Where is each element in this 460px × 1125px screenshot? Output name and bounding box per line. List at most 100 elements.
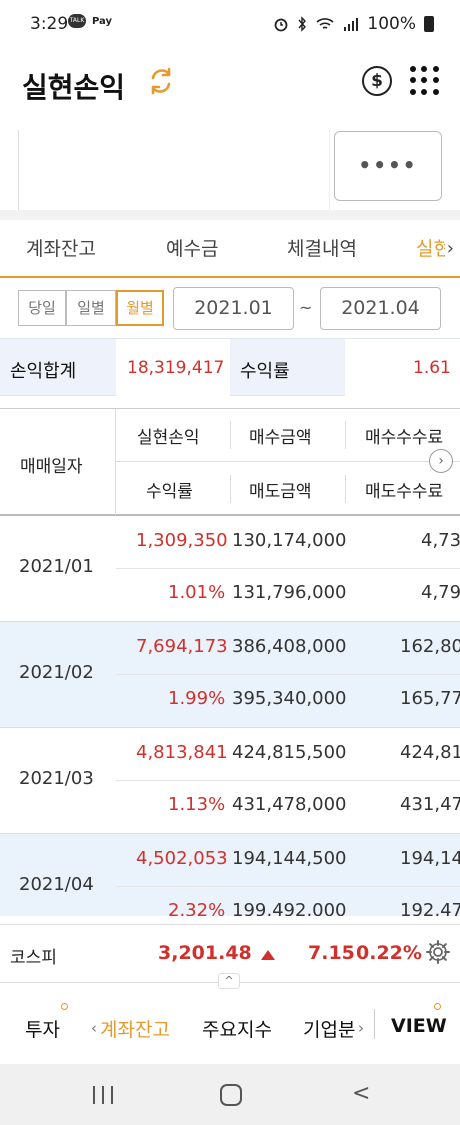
row-buy-amount: 130,174,000 <box>232 530 347 551</box>
tab-deposit[interactable]: 예수금 <box>166 238 219 260</box>
row-sell-fee: 192,47 <box>400 900 460 916</box>
kakaotalk-icon: TALK <box>68 14 86 28</box>
menu-dot-icon <box>434 1003 441 1010</box>
back-icon[interactable]: < <box>352 1081 371 1106</box>
bluetooth-icon <box>298 16 307 32</box>
segment-monthly[interactable]: 월별 <box>116 290 164 326</box>
header-buy-amount: 매수금액 <box>249 428 312 448</box>
row-date: 2021/01 <box>19 556 94 577</box>
up-arrow-icon <box>261 950 275 960</box>
row-buy-amount: 424,815,500 <box>232 742 347 763</box>
period-filter: 당일 일별 월별 2021.01 ~ 2021.04 <box>0 280 460 338</box>
refresh-icon[interactable] <box>146 66 176 96</box>
row-sell-amount: 395,340,000 <box>232 688 347 709</box>
menu-account-balance[interactable]: 계좌잔고 <box>100 1019 170 1041</box>
row-buy-amount: 386,408,000 <box>232 636 347 657</box>
table-row[interactable]: 2021/04 4,502,053 194,144,500 194,14 2.3… <box>0 834 460 916</box>
battery-icon <box>424 16 434 32</box>
table-row[interactable]: 2021/02 7,694,173 386,408,000 162,80 1.9… <box>0 622 460 728</box>
password-field[interactable]: •••• <box>334 131 442 201</box>
menu-invest[interactable]: 투자 <box>25 1019 60 1041</box>
row-sell-amount: 199,492,000 <box>232 900 347 916</box>
scroll-right-icon[interactable]: › <box>429 449 453 473</box>
header-buy-fee: 매수수수료 <box>365 428 444 448</box>
row-return-rate: 1.99% <box>168 688 226 709</box>
gear-icon[interactable] <box>425 939 451 965</box>
row-buy-amount: 194,144,500 <box>232 848 347 869</box>
row-buy-fee: 194,14 <box>400 848 460 869</box>
battery-percent: 100% <box>367 14 416 34</box>
table-row[interactable]: 2021/03 4,813,841 424,815,500 424,81 1.1… <box>0 728 460 834</box>
header-sell-fee: 매도수수료 <box>365 482 444 502</box>
index-change-pct: 0.22% <box>356 942 422 964</box>
wifi-icon <box>316 18 334 29</box>
summary-value-cell <box>345 339 460 397</box>
status-system-icons: 100% <box>273 14 434 34</box>
pl-total-value: 18,319,417 <box>127 358 225 378</box>
row-sell-fee: 431,47 <box>400 794 460 815</box>
date-range-separator: ~ <box>299 298 313 317</box>
chevron-right-icon[interactable]: › <box>444 238 454 259</box>
table-body: 2021/01 1,309,350 130,174,000 4,73 1.01%… <box>0 516 460 916</box>
status-time: 3:29 <box>30 14 69 34</box>
chevron-up-icon[interactable]: ^ <box>218 973 240 989</box>
row-return-rate: 2.32% <box>168 900 226 916</box>
tab-bar: 계좌잔고 예수금 체결내역 실현 › <box>0 220 460 278</box>
date-from-input[interactable]: 2021.01 <box>173 287 294 330</box>
row-sell-fee: 165,77 <box>400 688 460 709</box>
row-realized-pl: 7,694,173 <box>136 636 228 657</box>
app-header: 실현손익 $ <box>0 50 460 120</box>
system-nav-bar: < <box>0 1064 460 1125</box>
index-ticker[interactable]: 코스피 3,201.48 7.15 0.22% <box>0 924 460 982</box>
pl-total-label: 손익합계 <box>10 361 77 382</box>
row-return-rate: 1.13% <box>168 794 226 815</box>
tab-realized-pl[interactable]: 실현 <box>416 238 451 260</box>
tab-account-balance[interactable]: 계좌잔고 <box>26 238 96 260</box>
date-to-input[interactable]: 2021.04 <box>320 287 441 330</box>
chevron-right-icon[interactable]: › <box>358 1019 364 1037</box>
menu-view[interactable]: VIEW <box>391 1015 447 1037</box>
recent-apps-icon[interactable] <box>93 1086 113 1104</box>
tab-execution-history[interactable]: 체결내역 <box>287 238 357 260</box>
status-bar: 3:29 TALK Pay 100% <box>0 0 460 50</box>
index-value: 3,201.48 <box>158 942 252 964</box>
segment-today[interactable]: 당일 <box>18 290 66 326</box>
row-date: 2021/03 <box>19 768 94 789</box>
return-rate-label: 수익률 <box>240 361 290 382</box>
row-buy-fee: 4,73 <box>421 530 460 551</box>
header-return-rate: 수익률 <box>146 482 193 502</box>
index-name: 코스피 <box>10 948 57 968</box>
alarm-icon <box>274 18 288 32</box>
menu-dot-icon <box>61 1003 68 1010</box>
currency-dollar-icon[interactable]: $ <box>362 66 392 96</box>
bottom-menu: ^ 투자 ‹ 계좌잔고 주요지수 기업분 › VIEW <box>0 973 460 1064</box>
chevron-left-icon[interactable]: ‹ <box>91 1019 97 1037</box>
menu-divider <box>374 1009 375 1039</box>
table-row[interactable]: 2021/01 1,309,350 130,174,000 4,73 1.01%… <box>0 516 460 622</box>
row-sell-amount: 131,796,000 <box>232 582 347 603</box>
account-selector[interactable] <box>18 130 330 210</box>
row-return-rate: 1.01% <box>168 582 226 603</box>
row-buy-fee: 162,80 <box>400 636 460 657</box>
row-buy-fee: 424,81 <box>400 742 460 763</box>
return-rate-value: 1.61 <box>413 358 451 378</box>
menu-company-analysis[interactable]: 기업분 <box>303 1019 356 1041</box>
segment-daily[interactable]: 일별 <box>66 290 116 326</box>
menu-major-index[interactable]: 주요지수 <box>202 1019 272 1041</box>
row-date: 2021/04 <box>19 874 94 895</box>
header-trade-date: 매매일자 <box>20 457 83 477</box>
summary-value-cell <box>116 339 230 397</box>
row-realized-pl: 4,502,053 <box>136 848 228 869</box>
menu-grid-icon[interactable] <box>410 66 440 96</box>
pay-icon: Pay <box>92 15 113 27</box>
header-realized-pl: 실현손익 <box>137 428 200 448</box>
header-sell-amount: 매도금액 <box>249 482 312 502</box>
status-notification-icons: TALK Pay <box>68 14 112 28</box>
row-realized-pl: 4,813,841 <box>136 742 228 763</box>
summary-row: 손익합계 18,319,417 수익률 1.61 <box>0 338 460 397</box>
row-sell-amount: 431,478,000 <box>232 794 347 815</box>
row-realized-pl: 1,309,350 <box>136 530 228 551</box>
page-title: 실현손익 <box>22 71 126 104</box>
account-area: •••• <box>0 120 460 210</box>
home-icon[interactable] <box>220 1084 242 1106</box>
